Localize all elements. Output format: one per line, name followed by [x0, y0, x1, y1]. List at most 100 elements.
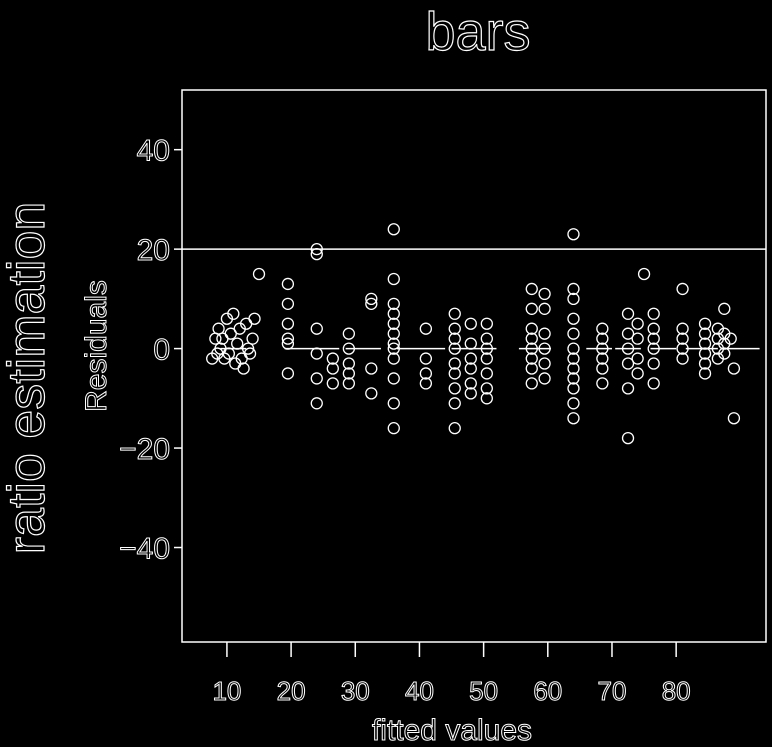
data-point: [698, 337, 712, 350]
data-point: [387, 223, 400, 236]
data-point: [621, 357, 635, 370]
data-point: [365, 297, 378, 310]
data-point: [326, 352, 339, 365]
data-point: [281, 367, 295, 380]
data-point: [596, 377, 609, 390]
plot-frame: [181, 89, 767, 643]
data-point: [676, 352, 689, 365]
data-point: [525, 332, 538, 345]
data-point: [419, 377, 433, 390]
data-point: [310, 372, 323, 385]
data-point: [342, 327, 356, 340]
data-point: [342, 367, 356, 380]
data-point: [480, 352, 493, 365]
data-point: [621, 327, 635, 340]
data-point: [718, 347, 731, 360]
data-point: [464, 387, 477, 400]
data-point: [387, 352, 400, 365]
data-point: [676, 322, 689, 335]
x-tick-label: 10: [212, 676, 241, 706]
data-point: [448, 367, 461, 380]
data-point: [448, 332, 461, 345]
data-point: [718, 302, 731, 315]
data-point: [252, 267, 266, 281]
data-point: [222, 347, 235, 360]
data-point: [631, 317, 644, 330]
data-point: [631, 367, 644, 380]
data-point: [448, 382, 461, 395]
data-point: [525, 362, 538, 375]
data-point: [567, 282, 580, 296]
data-point: [538, 302, 551, 315]
data-point: [281, 337, 295, 350]
data-point: [448, 397, 461, 410]
data-point: [596, 322, 609, 335]
data-point: [448, 342, 461, 355]
data-point: [525, 352, 538, 365]
data-point: [538, 327, 551, 340]
data-point: [647, 332, 660, 345]
data-point: [387, 422, 400, 435]
data-point: [621, 431, 635, 445]
x-tick-label: 80: [662, 676, 691, 706]
data-point: [310, 242, 323, 256]
data-point: [419, 322, 433, 335]
data-point: [567, 352, 580, 365]
data-point: [567, 362, 580, 375]
data-point: [365, 387, 378, 400]
data-point: [448, 307, 461, 320]
data-point: [448, 322, 461, 335]
chart-title: bars: [425, 2, 530, 62]
data-point: [480, 317, 493, 330]
data-point: [538, 372, 551, 385]
data-point: [567, 292, 580, 306]
y-axis: −40 −20 0 20 40: [119, 134, 182, 566]
data-point: [365, 362, 378, 375]
data-point: [567, 372, 580, 385]
data-point: [243, 347, 257, 360]
data-point: [525, 302, 538, 315]
data-point: [567, 397, 580, 410]
data-point: [647, 377, 660, 390]
data-point: [480, 367, 493, 380]
data-point: [281, 297, 295, 310]
data-point: [310, 322, 323, 335]
data-point: [698, 357, 712, 370]
data-point: [448, 357, 461, 370]
data-point: [631, 332, 644, 345]
data-point: [596, 362, 609, 375]
data-point: [698, 327, 712, 340]
data-point: [464, 362, 477, 375]
data-point: [567, 412, 580, 425]
data-point: [227, 307, 240, 320]
data-point: [387, 317, 400, 330]
data-point: [621, 307, 635, 320]
data-point: [525, 377, 538, 390]
data-point: [464, 377, 477, 390]
data-point: [596, 332, 609, 345]
data-point: [567, 228, 580, 241]
data-point: [246, 332, 259, 345]
data-point: [480, 342, 493, 355]
data-point: [538, 357, 551, 370]
data-point: [698, 317, 712, 330]
data-point: [281, 277, 295, 291]
data-point: [647, 357, 660, 370]
data-point: [342, 357, 356, 370]
data-point: [387, 307, 400, 320]
side-label: ratio estimation: [0, 202, 56, 555]
data-point: [387, 337, 400, 350]
data-point: [464, 352, 477, 365]
y-axis-label: Residuals: [80, 280, 113, 412]
x-tick-label: 20: [277, 676, 306, 706]
data-point: [310, 347, 323, 360]
data-point: [596, 352, 609, 365]
data-point: [231, 337, 244, 350]
data-point: [281, 317, 295, 330]
data-point: [310, 397, 323, 410]
data-point: [631, 352, 644, 365]
data-point: [647, 342, 660, 355]
data-point: [480, 382, 493, 395]
y-tick-label: −40: [119, 533, 170, 566]
